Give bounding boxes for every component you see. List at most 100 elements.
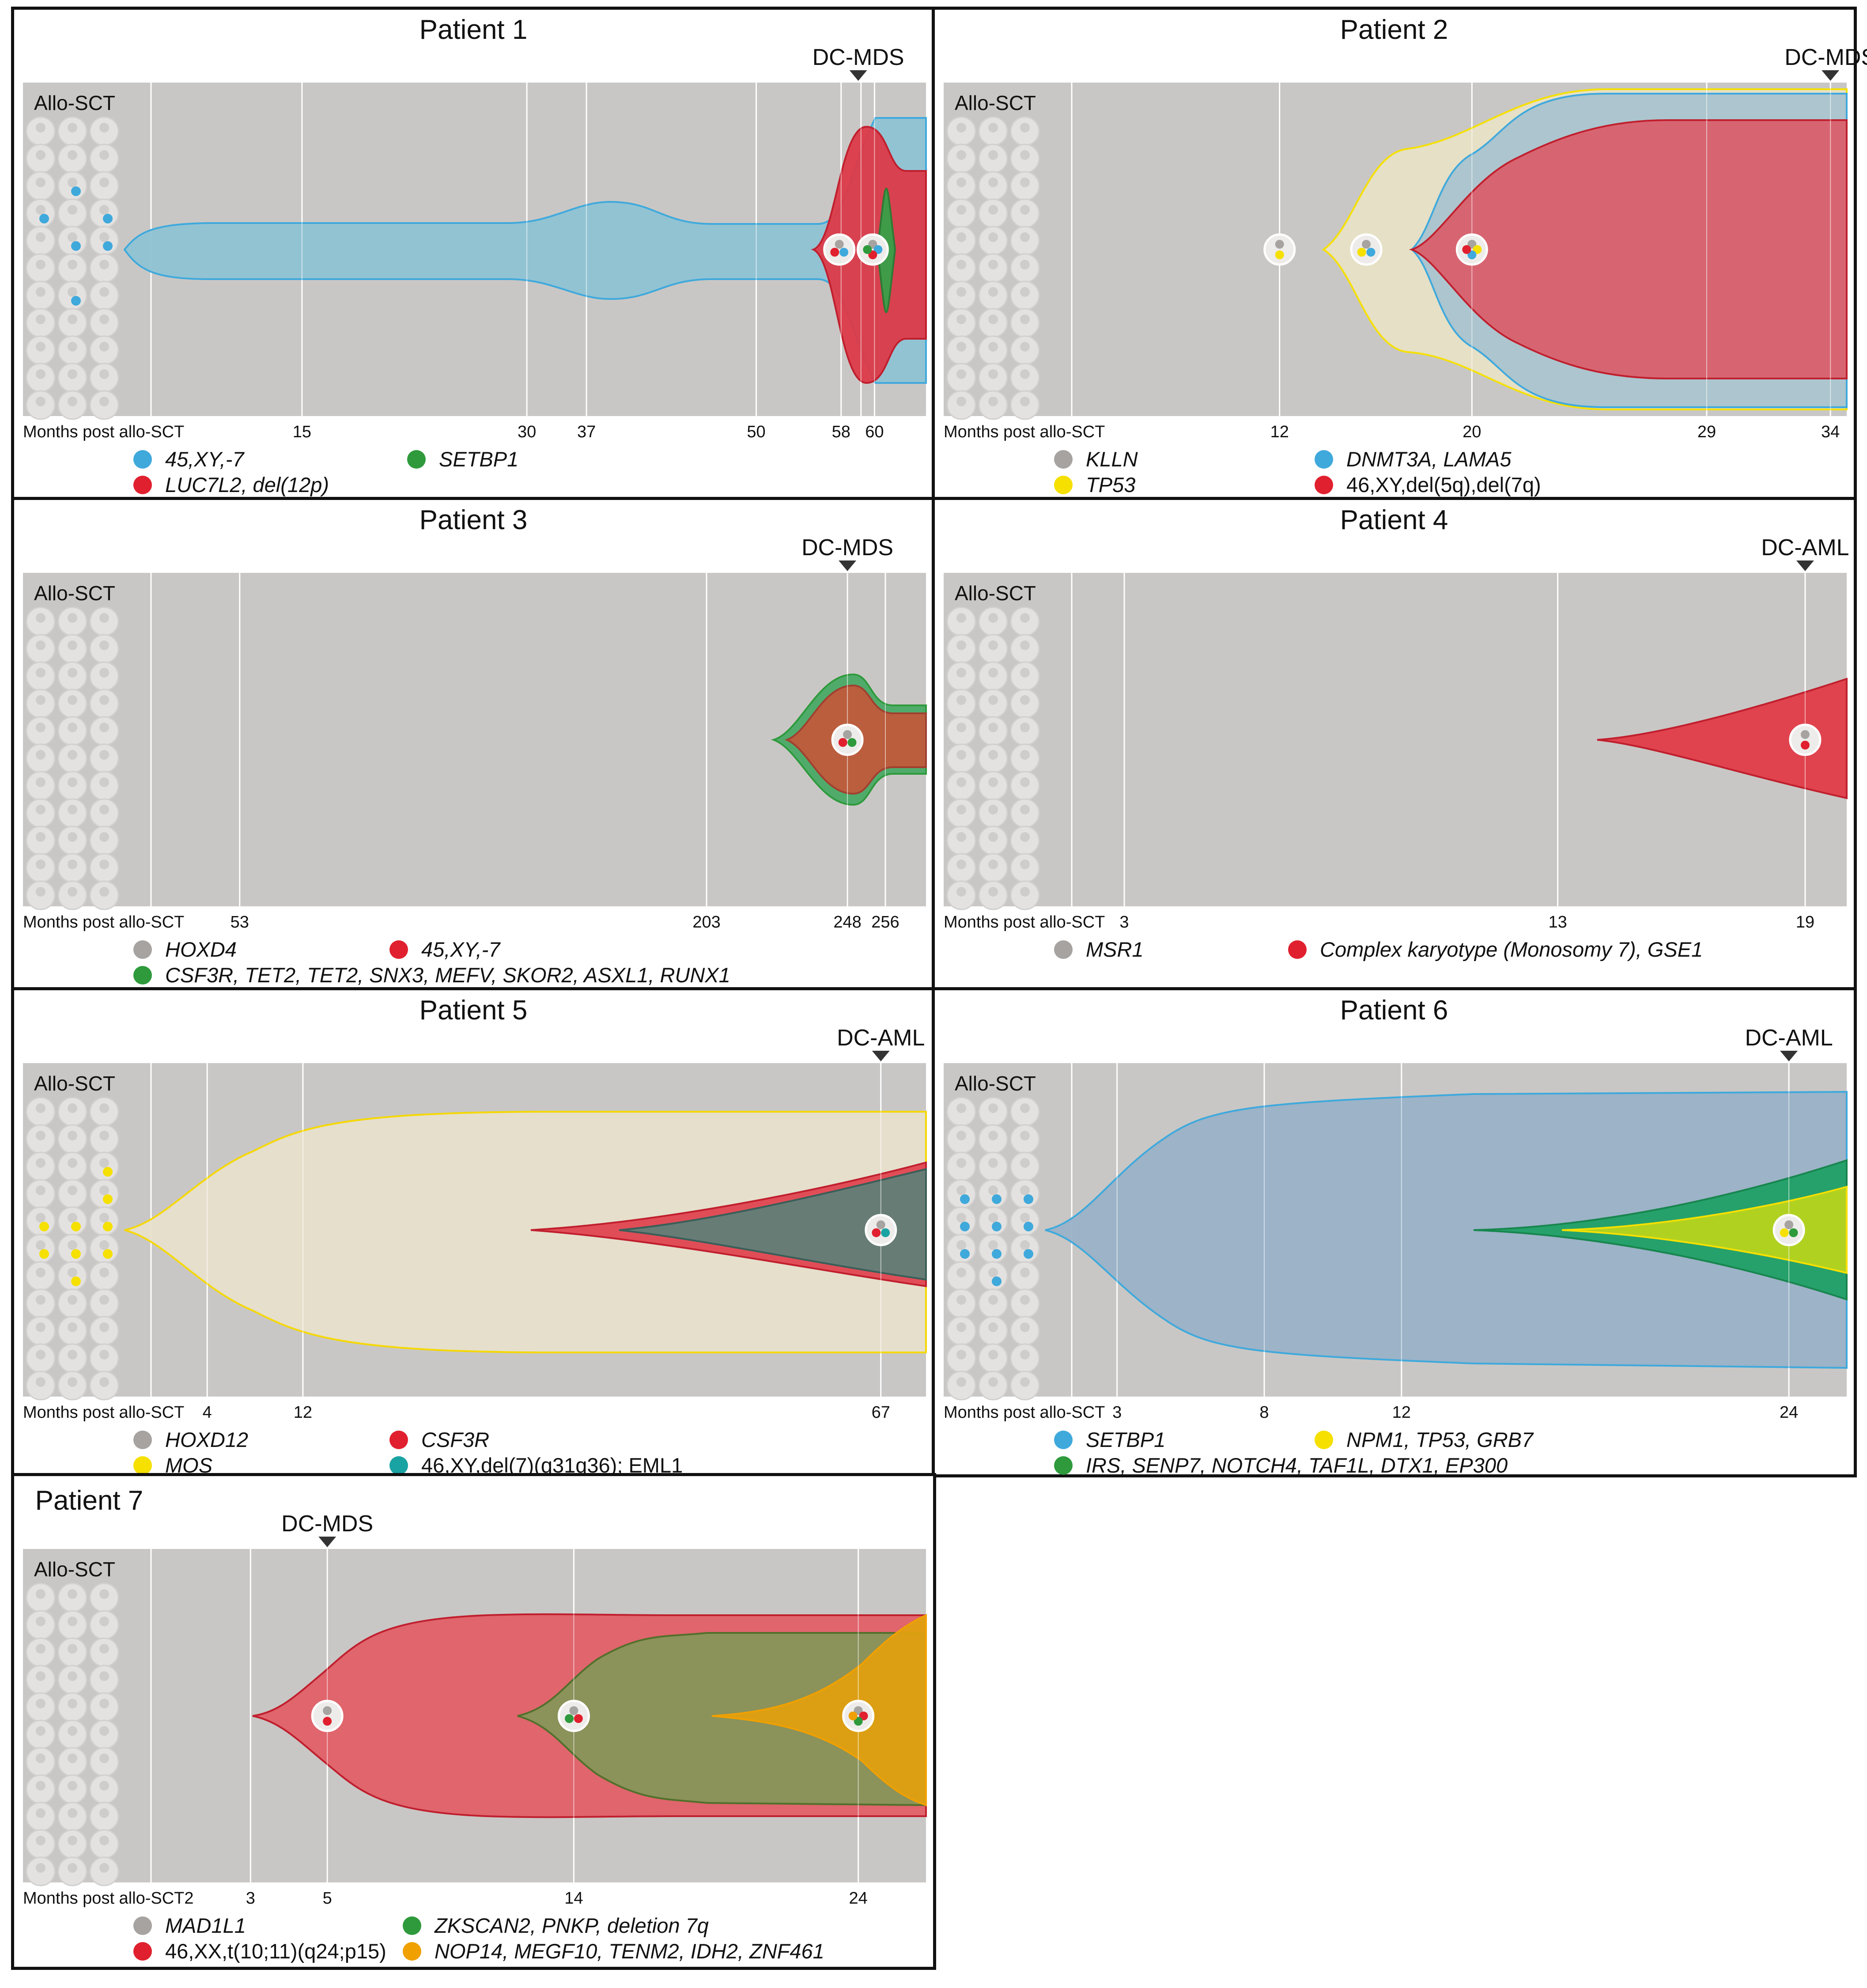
cell-nucleus-icon xyxy=(1020,1350,1030,1359)
diagnosis-event-label: DC-AML xyxy=(837,1025,925,1051)
cell-nucleus-icon xyxy=(68,369,77,379)
cell-nucleus-icon xyxy=(36,205,45,215)
legend-label: 45,XY,-7 xyxy=(165,447,244,471)
cell-nucleus-icon xyxy=(1020,750,1030,760)
cell-nucleus-icon xyxy=(68,1185,77,1195)
cell-nucleus-icon xyxy=(36,750,45,760)
diagnosis-event-label: DC-MDS xyxy=(281,1511,373,1537)
cell-nucleus-icon xyxy=(99,1240,109,1250)
cell-nucleus-icon xyxy=(36,887,45,897)
cell-nucleus-icon xyxy=(1020,232,1030,242)
cell-nucleus-icon xyxy=(68,1103,77,1113)
cell-nucleus-icon xyxy=(99,178,109,187)
marker-dot xyxy=(847,738,857,747)
legend-item: CSF3R xyxy=(389,1428,489,1452)
cell-mutation-dot xyxy=(103,214,113,223)
patient-panel: Patient 2 Allo-SCT DC-MDS Months post allo-… xyxy=(932,7,1867,501)
cell-nucleus-icon xyxy=(68,887,77,897)
legend-label: Complex karyotype (Monosomy 7), GSE1 xyxy=(1320,938,1703,961)
cell-mutation-dot xyxy=(992,1194,1002,1204)
cell-nucleus-icon xyxy=(988,777,998,787)
legend-item: 45,XY,-7 xyxy=(389,937,500,962)
cell-nucleus-icon xyxy=(1020,342,1030,352)
legend-dot-icon xyxy=(133,1430,152,1449)
cell-nucleus-icon xyxy=(36,1213,45,1223)
cell-nucleus-icon xyxy=(68,695,77,705)
cell-nucleus-icon xyxy=(99,1350,109,1359)
cell-nucleus-icon xyxy=(956,1103,966,1113)
cell-nucleus-icon xyxy=(956,232,966,242)
cell-nucleus-icon xyxy=(988,314,998,324)
cell-nucleus-icon xyxy=(956,369,966,379)
x-tick-label: 53 xyxy=(231,913,249,932)
x-tick-label: 5 xyxy=(323,1889,332,1908)
cell-nucleus-icon xyxy=(99,1295,109,1305)
marker-dot xyxy=(1275,240,1284,249)
clone-shape xyxy=(1409,119,1848,379)
cell-nucleus-icon xyxy=(956,1131,966,1140)
cell-nucleus-icon xyxy=(1020,314,1030,324)
cell-column xyxy=(946,606,1040,910)
cell-nucleus-icon xyxy=(1020,150,1030,160)
cell-nucleus-icon xyxy=(988,640,998,650)
marker-dot xyxy=(1784,1220,1794,1229)
cell-nucleus-icon xyxy=(68,1322,77,1332)
cell-nucleus-icon xyxy=(36,777,45,787)
cell-nucleus-icon xyxy=(1020,613,1030,623)
cell-nucleus-icon xyxy=(99,1699,109,1708)
legend-dot-icon xyxy=(1054,450,1073,469)
legend-item: ZKSCAN2, PNKP, deletion 7q xyxy=(403,1913,709,1938)
allo-sct-label: Allo-SCT xyxy=(955,1072,1036,1095)
sample-marker xyxy=(1789,723,1822,756)
legend-item: 46,XY,del(5q),del(7q) xyxy=(1315,473,1541,497)
cell-nucleus-icon xyxy=(68,860,77,869)
cell-nucleus-icon xyxy=(956,205,966,215)
cell-nucleus-icon xyxy=(956,777,966,787)
panel-title: Patient 3 xyxy=(419,505,528,535)
cell-nucleus-icon xyxy=(99,314,109,324)
legend-label: DNMT3A, LAMA5 xyxy=(1346,447,1512,471)
cell-nucleus-icon xyxy=(1020,369,1030,379)
legend-dot-icon xyxy=(133,940,152,959)
event-arrow-icon xyxy=(839,560,857,571)
cell-nucleus-icon xyxy=(68,1836,77,1845)
patient-panel: Patient 6 Allo-SCT DC-AML Months post allo-… xyxy=(932,987,1857,1477)
legend-dot-icon xyxy=(1054,940,1073,959)
cell-nucleus-icon xyxy=(36,123,45,133)
cell-nucleus-icon xyxy=(956,832,966,842)
cell-nucleus-icon xyxy=(68,1158,77,1168)
cell-nucleus-icon xyxy=(1020,1103,1030,1113)
event-arrow-icon xyxy=(1822,70,1840,81)
x-tick-label: 20 xyxy=(1463,423,1481,441)
cell-nucleus-icon xyxy=(99,1103,109,1113)
cell-mutation-dot xyxy=(1024,1222,1033,1231)
cell-nucleus-icon xyxy=(68,1644,77,1654)
legend-label: CSF3R xyxy=(421,1428,490,1451)
cell-column xyxy=(26,1583,119,1886)
legend-label: IRS, SENP7, NOTCH4, TAF1L, DTX1, EP300 xyxy=(1086,1454,1508,1477)
cell-nucleus-icon xyxy=(1020,1213,1030,1223)
cell-nucleus-icon xyxy=(1020,832,1030,842)
cell-nucleus-icon xyxy=(1020,887,1030,897)
legend-dot-icon xyxy=(1054,1430,1073,1449)
cell-nucleus-icon xyxy=(36,1644,45,1654)
cell-nucleus-icon xyxy=(99,613,109,623)
cell-nucleus-icon xyxy=(68,723,77,732)
sample-marker xyxy=(856,233,889,266)
cell-nucleus-icon xyxy=(1020,1377,1030,1387)
sample-marker xyxy=(823,233,856,266)
cell-nucleus-icon xyxy=(988,1268,998,1277)
cell-nucleus-icon xyxy=(956,1350,966,1359)
cell-nucleus-icon xyxy=(988,695,998,705)
panel-title: Patient 6 xyxy=(1340,995,1448,1026)
cell-nucleus-icon xyxy=(68,777,77,787)
event-arrow-icon xyxy=(849,70,867,81)
cell-nucleus-icon xyxy=(68,1863,77,1873)
cell-nucleus-icon xyxy=(988,1377,998,1387)
legend-dot-icon xyxy=(133,966,152,985)
cell-nucleus-icon xyxy=(988,123,998,133)
cell-nucleus-icon xyxy=(988,750,998,760)
event-arrow-icon xyxy=(1780,1051,1798,1061)
x-tick-label: 67 xyxy=(872,1403,890,1422)
legend-dot-icon xyxy=(1054,475,1073,494)
